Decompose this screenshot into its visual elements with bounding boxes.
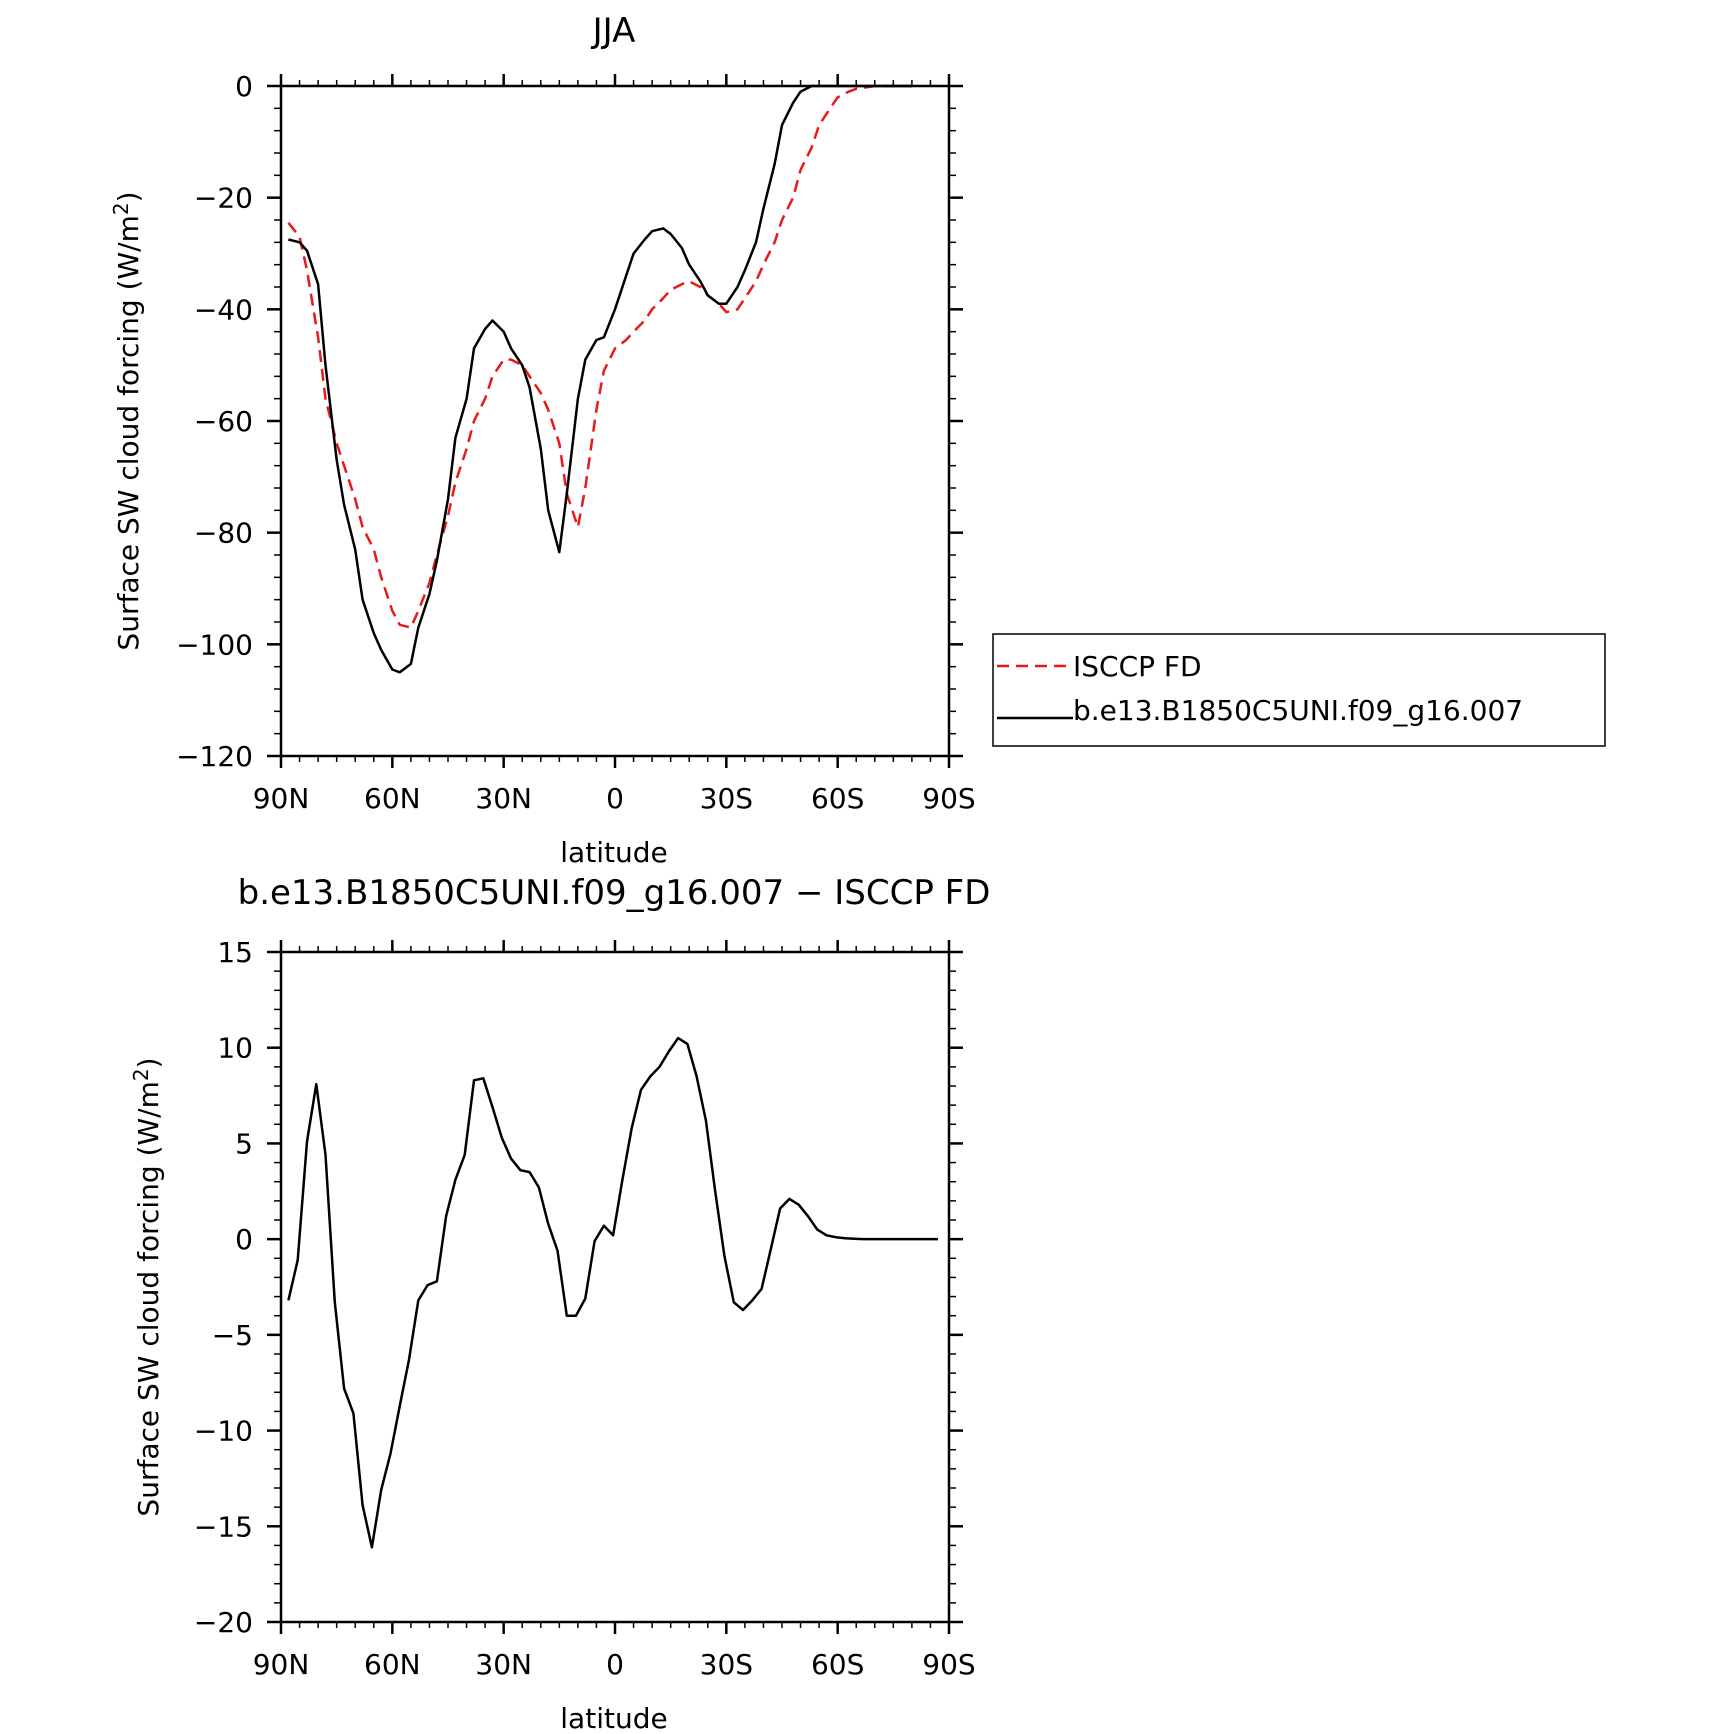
x-tick-label: 60S [811,1648,864,1681]
series-line-0 [287,1036,938,1549]
x-tick-label: 60N [364,1648,421,1681]
chart-title: b.e13.B1850C5UNI.f09_g16.007 − ISCCP FD [238,873,991,913]
x-axis-label: latitude [560,1702,667,1734]
series-line-1 [288,84,912,674]
series-line-0 [287,84,912,629]
y-tick-label: −80 [194,517,253,550]
y-tick-label: −20 [194,1606,253,1639]
y-axis-label-superscript: 2 [109,202,133,215]
x-tick-label: 90N [253,1648,310,1681]
ticks: 90N 60N 30N 0 30S 60S 90S 0 −20 −40 −60 −80 −100 −120 [176,70,976,815]
x-axis-label: latitude [560,836,667,869]
y-tick-label: −20 [194,182,253,215]
x-tick-label: 90S [922,1648,975,1681]
y-tick-label: −120 [176,740,253,773]
y-tick-label: −10 [194,1415,253,1448]
x-tick-label: 90S [922,782,975,815]
y-axis-label-superscript: 2 [129,1068,153,1081]
y-tick-label: 5 [235,1127,253,1160]
bottom-chart: b.e13.B1850C5UNI.f09_g16.007 − ISCCP FD … [129,873,990,1734]
y-axis-label: Surface SW cloud forcing (W/m2) [129,1057,165,1516]
plot-frame [279,84,951,758]
x-tick-label: 30N [475,782,532,815]
y-tick-label: −15 [194,1510,253,1543]
y-tick-label: 0 [235,70,253,103]
y-tick-label: −60 [194,405,253,438]
x-tick-label: 90N [253,782,310,815]
x-tick-label: 0 [606,1648,624,1681]
x-tick-label: 30S [700,1648,753,1681]
y-tick-label: 10 [217,1032,253,1065]
legend-label-isccp-fd: ISCCP FD [1073,650,1202,683]
x-tick-label: 30S [700,782,753,815]
x-tick-label: 60S [811,782,864,815]
y-axis-label: Surface SW cloud forcing (W/m2) [109,191,145,650]
x-tick-label: 30N [475,1648,532,1681]
y-tick-label: −100 [176,628,253,661]
y-tick-label: −5 [212,1319,253,1352]
legend: ISCCP FD b.e13.B1850C5UNI.f09_g16.007 [992,633,1606,747]
y-axis-label-close: ) [112,191,145,202]
plot-frame [279,950,951,1624]
series-group [287,84,912,674]
legend-label-model: b.e13.B1850C5UNI.f09_g16.007 [1073,694,1523,727]
y-tick-label: −40 [194,293,253,326]
x-tick-label: 60N [364,782,421,815]
top-chart: JJA 90N 60N 30N 0 30S 60S 90S 0 −20 −40 −60 −80 −100… [109,11,976,869]
ticks: 90N 60N 30N 0 30S 60S 90S 15 10 5 0 −5 −10 −15 −20 [194,936,976,1681]
legend-box [992,633,1606,747]
y-tick-label: 0 [235,1223,253,1256]
y-tick-label: 15 [217,936,253,969]
y-axis-label-close: ) [132,1057,165,1068]
chart-title: JJA [591,11,636,51]
x-tick-label: 0 [606,782,624,815]
series-group [287,1036,938,1549]
